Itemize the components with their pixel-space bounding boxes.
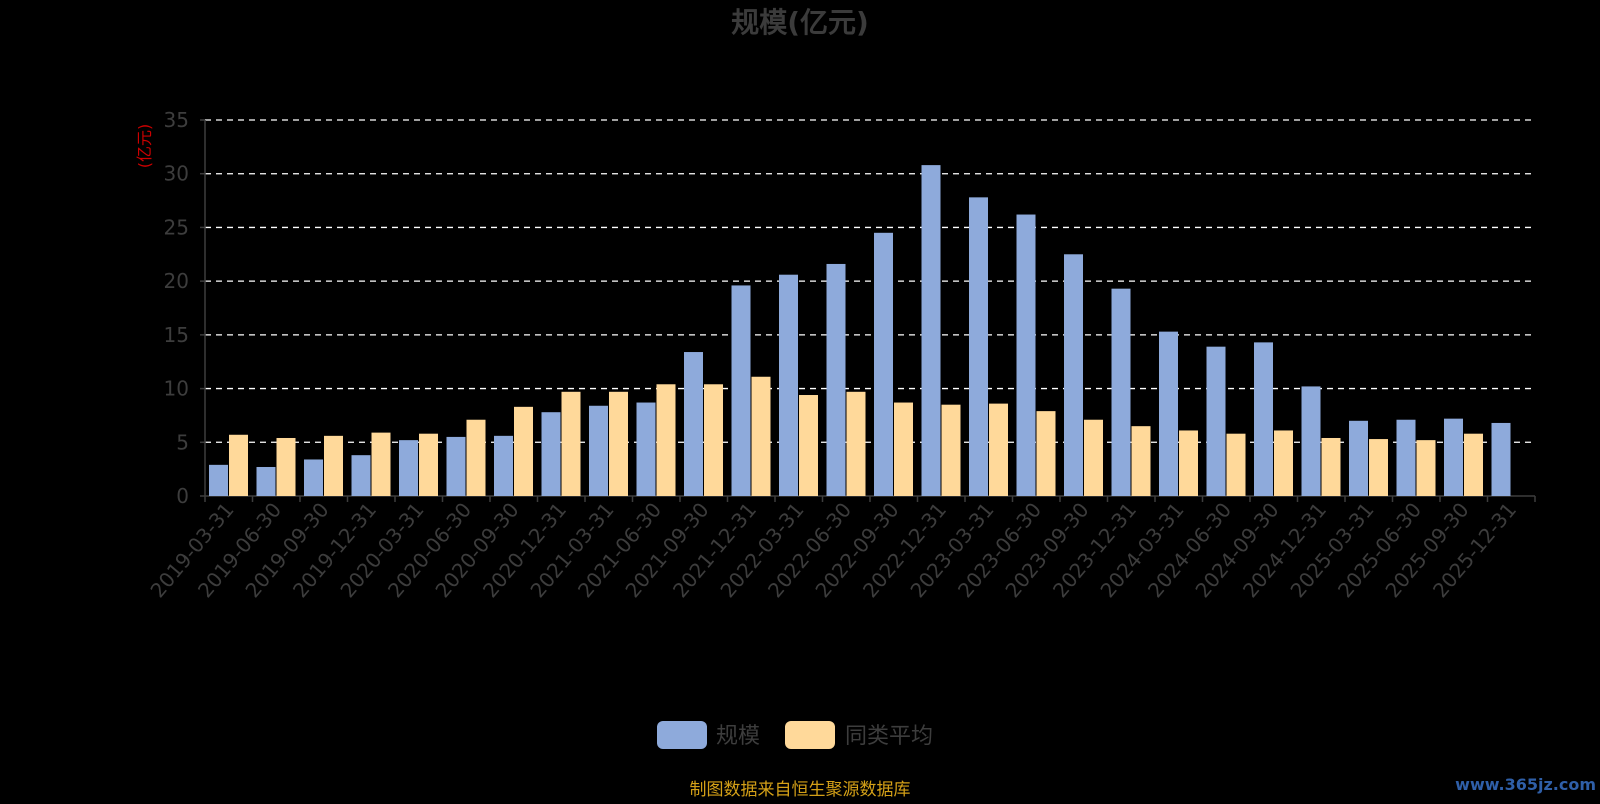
bar-category-average[interactable] <box>1464 433 1483 496</box>
y-tick-label: 35 <box>164 108 189 132</box>
bar-scale[interactable] <box>1444 418 1463 496</box>
bar-category-average[interactable] <box>466 419 486 496</box>
bar-category-average[interactable] <box>419 433 438 496</box>
bar-scale[interactable] <box>1301 386 1321 496</box>
bar-category-average[interactable] <box>704 384 723 496</box>
bar-scale[interactable] <box>1206 346 1226 496</box>
bar-scale[interactable] <box>304 459 323 496</box>
bar-scale[interactable] <box>1064 254 1083 496</box>
bar-scale[interactable] <box>1254 342 1273 496</box>
bar-category-average[interactable] <box>941 404 961 496</box>
legend-label-scale: 规模 <box>716 724 760 749</box>
bar-category-average[interactable] <box>846 391 866 496</box>
y-tick-label: 25 <box>164 215 189 239</box>
bar-scale[interactable] <box>874 232 893 497</box>
bar-scale[interactable] <box>256 466 276 496</box>
bar-scale[interactable] <box>1396 419 1416 496</box>
y-tick-label: 30 <box>164 162 189 186</box>
bar-scale[interactable] <box>969 197 988 496</box>
bar-category-average[interactable] <box>1084 419 1103 496</box>
y-tick-label: 15 <box>164 323 189 347</box>
bar-scale[interactable] <box>731 285 751 496</box>
bar-scale[interactable] <box>1111 288 1131 496</box>
bar-category-average[interactable] <box>1274 430 1293 496</box>
bar-category-average[interactable] <box>894 402 913 496</box>
bar-category-average[interactable] <box>989 403 1008 496</box>
y-tick-label: 20 <box>164 269 189 293</box>
bar-scale[interactable] <box>541 412 561 496</box>
y-tick-label: 0 <box>176 484 189 508</box>
bar-category-average[interactable] <box>1179 430 1198 496</box>
bar-scale[interactable] <box>636 402 656 496</box>
bar-scale[interactable] <box>779 274 798 496</box>
bar-scale[interactable] <box>1016 214 1036 496</box>
legend-label-category-average: 同类平均 <box>845 724 933 749</box>
bar-category-average[interactable] <box>1131 426 1151 496</box>
bar-category-average[interactable] <box>799 395 818 496</box>
bar-scale[interactable] <box>446 436 466 496</box>
legend-item-category-average[interactable]: 同类平均 <box>785 721 933 749</box>
bar-scale[interactable] <box>1491 422 1511 496</box>
bar-category-average[interactable] <box>751 376 771 496</box>
bar-category-average[interactable] <box>276 437 296 496</box>
bar-scale[interactable] <box>399 440 418 496</box>
grid-lines <box>205 119 1535 443</box>
y-tick-label: 5 <box>176 430 189 454</box>
bar-category-average[interactable] <box>229 434 248 496</box>
bar-scale[interactable] <box>826 263 846 496</box>
legend: 规模 同类平均 <box>657 721 933 749</box>
bars <box>209 165 1511 497</box>
bar-category-average[interactable] <box>1321 437 1341 496</box>
legend-swatch-scale <box>657 721 707 749</box>
bar-scale[interactable] <box>1159 331 1178 496</box>
bar-scale[interactable] <box>684 352 703 496</box>
bar-category-average[interactable] <box>371 432 391 496</box>
bar-scale[interactable] <box>1349 420 1368 496</box>
legend-item-scale[interactable]: 规模 <box>657 721 760 749</box>
bar-scale[interactable] <box>494 435 513 496</box>
x-axis-ticks: 2019-03-312019-06-302019-09-302019-12-31… <box>145 496 1536 602</box>
bar-category-average[interactable] <box>609 391 628 496</box>
bar-category-average[interactable] <box>1036 411 1056 496</box>
bar-category-average[interactable] <box>561 391 581 496</box>
bar-category-average[interactable] <box>514 406 533 496</box>
bar-category-average[interactable] <box>1369 439 1388 496</box>
bar-category-average[interactable] <box>656 384 676 496</box>
bar-category-average[interactable] <box>1416 440 1436 496</box>
bar-scale[interactable] <box>589 405 608 496</box>
bar-scale[interactable] <box>351 455 371 496</box>
legend-swatch-category-average <box>785 721 835 749</box>
bar-scale[interactable] <box>921 165 941 496</box>
bar-category-average[interactable] <box>324 435 343 496</box>
y-tick-label: 10 <box>164 377 189 401</box>
y-axis-ticks: 0 5 10 15 20 25 30 35 <box>164 108 205 508</box>
y-axis-unit-label: (亿元) <box>135 124 154 169</box>
data-source-note: 制图数据来自恒生聚源数据库 <box>690 780 911 800</box>
bar-scale[interactable] <box>209 464 228 496</box>
chart-title: 规模(亿元) <box>731 6 869 39</box>
watermark: www.365jz.com <box>1455 775 1596 794</box>
bar-category-average[interactable] <box>1226 433 1246 496</box>
